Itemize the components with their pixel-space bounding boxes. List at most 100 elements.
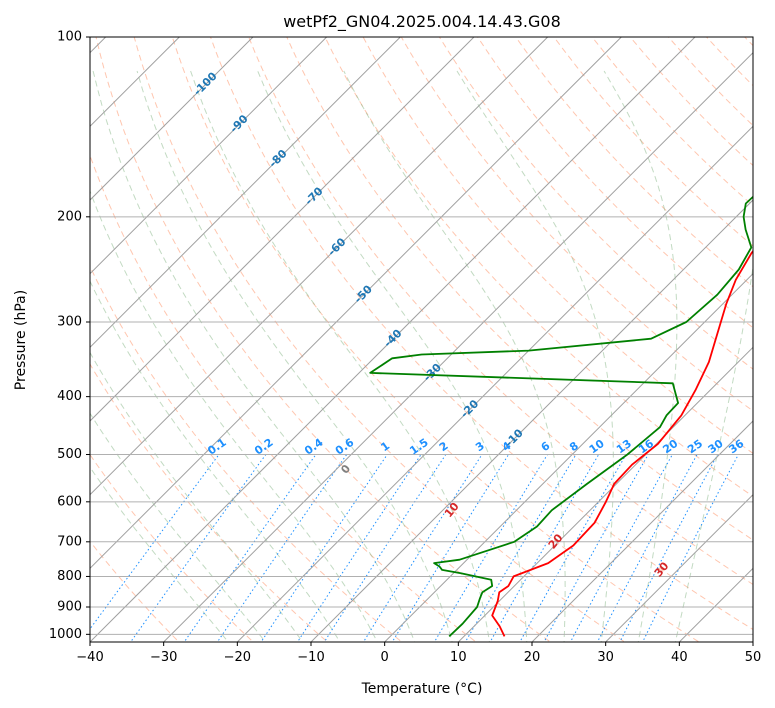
profile-lines xyxy=(369,195,753,638)
dry-adiabat-line xyxy=(90,363,329,642)
y-tick-label: 200 xyxy=(57,209,82,224)
dry-adiabat-line xyxy=(324,37,753,497)
y-axis-label: Pressure (hPa) xyxy=(13,290,29,390)
moist-adiabat-line xyxy=(190,70,490,642)
y-tick-label: 100 xyxy=(57,30,82,45)
mixing-ratio-label: 6 xyxy=(539,439,553,454)
temperature-profile-line xyxy=(491,249,753,637)
mixing-ratio-line xyxy=(260,454,388,642)
isotherm-line xyxy=(90,37,622,570)
isotherm-line xyxy=(90,37,696,642)
moist-adiabat-line xyxy=(92,70,416,642)
isotherm-line xyxy=(384,272,753,642)
x-tick-label: 50 xyxy=(745,650,762,665)
mixing-ratio-label: 36 xyxy=(726,437,746,457)
x-tick-label: −40 xyxy=(76,650,103,665)
isotherm-line xyxy=(90,37,254,201)
dry-adiabat-line xyxy=(95,37,552,642)
y-tick-label: 600 xyxy=(57,494,82,509)
dry-adiabat-line xyxy=(629,37,753,167)
x-tick-label: 0 xyxy=(381,650,389,665)
x-axis: −40 −30 −20 −10 0 10 20 30 40 50 xyxy=(76,642,761,665)
dry-adiabat-line xyxy=(362,37,753,454)
mixing-ratio-line xyxy=(642,454,739,642)
dry-adiabat-line xyxy=(286,37,753,541)
y-axis: 100 200 300 400 500 600 700 800 900 1000 xyxy=(49,30,90,642)
mixing-ratio-line xyxy=(216,454,348,642)
moist-adiabat-line xyxy=(136,70,453,642)
dry-adiabat-line xyxy=(90,265,403,642)
x-axis-label: Temperature (°C) xyxy=(361,681,483,697)
x-tick-label: −10 xyxy=(297,650,324,665)
mixing-ratio-line xyxy=(90,454,220,630)
dry-adiabat-line xyxy=(248,37,753,586)
isotherm-line xyxy=(531,420,753,642)
mixing-ratio-line xyxy=(183,454,317,642)
mixing-ratio-line xyxy=(569,454,673,642)
isotherm-line xyxy=(310,199,753,642)
dry-adiabat-line xyxy=(477,37,753,329)
mixing-ratio-label: 8 xyxy=(567,439,581,454)
mixing-ratio-label: 25 xyxy=(685,437,705,456)
mixing-ratio-line xyxy=(596,454,698,642)
isotherm-line xyxy=(678,567,753,642)
isotherm-line xyxy=(236,125,753,642)
x-tick-label: −30 xyxy=(150,650,177,665)
moist-adiabat-line xyxy=(343,70,566,642)
dry-adiabat-label: 40 xyxy=(760,585,775,605)
y-tick-label: 400 xyxy=(57,389,82,404)
isotherm-line xyxy=(752,641,753,642)
moist-adiabat-line xyxy=(90,280,341,642)
dry-adiabat-line xyxy=(171,37,700,642)
dry-adiabat-line xyxy=(515,37,753,288)
mixing-ratio-label: 30 xyxy=(706,437,726,457)
isotherm-line xyxy=(605,493,753,642)
dry-adiabat-label: 10 xyxy=(442,500,462,520)
moist-adiabat-line xyxy=(603,70,678,642)
moist-adiabat-line xyxy=(90,189,378,642)
dry-adiabat-line xyxy=(90,453,254,642)
isotherm-line xyxy=(90,37,475,422)
isotherm-line xyxy=(163,51,753,642)
pressure-grid xyxy=(90,37,753,635)
dry-adiabat-label: 0 xyxy=(338,462,353,476)
isotherm-line xyxy=(90,37,328,275)
x-tick-label: 40 xyxy=(671,650,688,665)
dry-adiabat-line xyxy=(133,37,626,642)
moist-adiabat-line xyxy=(456,70,614,642)
x-tick-label: 30 xyxy=(597,650,614,665)
mixing-ratio-label: 2 xyxy=(437,439,451,454)
mixing-ratio-line xyxy=(130,454,267,642)
y-tick-label: 300 xyxy=(57,314,82,329)
mixing-ratio-label: 3 xyxy=(473,439,487,454)
x-tick-label: 20 xyxy=(524,650,541,665)
dry-adiabat-line xyxy=(90,154,477,642)
mixing-ratio-line xyxy=(362,454,483,642)
isotherm-line xyxy=(90,37,549,496)
moist-adiabat-line xyxy=(674,263,753,642)
y-tick-label: 800 xyxy=(57,569,82,584)
mixing-ratio-line xyxy=(433,454,548,642)
moist-adiabat-line xyxy=(90,351,304,642)
dry-adiabat-line xyxy=(210,37,753,631)
x-tick-label: −20 xyxy=(224,650,251,665)
moist-adiabat-line xyxy=(90,412,266,642)
moist-adiabat-line xyxy=(257,70,528,642)
line-labels: 0.1 0.2 0.4 0.6 1 1.5 2 3 4 6 8 10 13 16 20 25 30 36-100-… xyxy=(191,69,775,605)
dry-adiabat-line xyxy=(438,37,753,370)
isotherm-line xyxy=(90,37,401,349)
x-tick-label: 10 xyxy=(450,650,467,665)
mixing-ratio-line xyxy=(489,454,600,642)
mixing-ratio-label: 13 xyxy=(614,437,634,456)
y-tick-label: 900 xyxy=(57,599,82,614)
dry-adiabat-line xyxy=(591,37,753,207)
mixing-ratio-line xyxy=(391,454,510,642)
mixing-ratio-label: 20 xyxy=(660,437,680,457)
chart-title: wetPf2_GN04.2025.004.14.43.G08 xyxy=(283,12,561,32)
mixing-ratio-line xyxy=(323,454,447,642)
dewpoint-profile-line xyxy=(369,195,753,638)
mixing-ratio-line xyxy=(619,454,719,642)
plot-frame xyxy=(89,36,754,643)
isotherm-line xyxy=(457,346,753,642)
